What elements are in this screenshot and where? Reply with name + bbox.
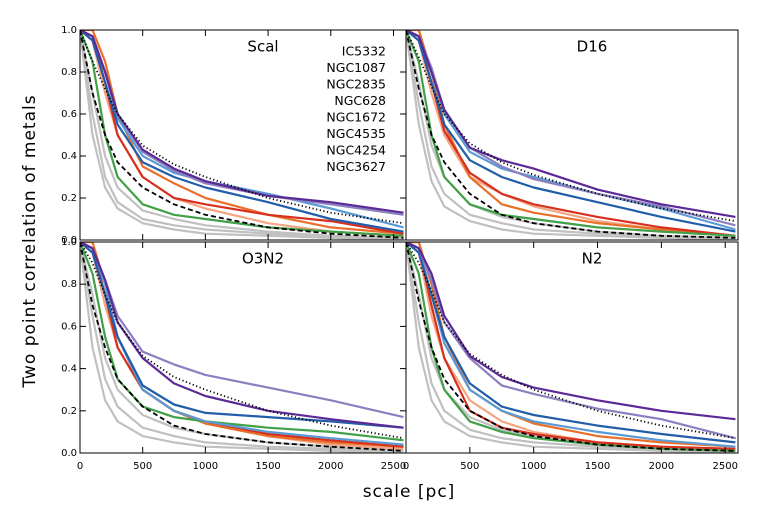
panel-title: N2 xyxy=(582,250,603,268)
reference-line xyxy=(80,242,404,452)
background-line xyxy=(80,30,404,239)
y-tick-label: 0.4 xyxy=(61,151,77,162)
plot-area xyxy=(406,30,736,240)
series-line xyxy=(406,30,736,237)
legend-entry: NGC4535 xyxy=(326,126,386,141)
background-line xyxy=(80,242,404,453)
series-line xyxy=(80,30,404,235)
legend-entry: NGC3627 xyxy=(326,159,386,174)
y-tick-label: 0.2 xyxy=(61,406,77,417)
series-line xyxy=(406,30,736,237)
plot-area xyxy=(80,30,404,240)
background-line xyxy=(80,30,404,240)
background-line xyxy=(80,242,404,452)
y-tick-label: 0.6 xyxy=(61,109,77,120)
background-line xyxy=(406,30,736,240)
legend-entry: NGC1672 xyxy=(326,110,386,125)
series-line xyxy=(80,30,404,237)
x-tick-label: 1500 xyxy=(255,461,280,472)
background-line xyxy=(406,30,736,239)
x-tick-label: 0 xyxy=(77,461,83,472)
panel-title: D16 xyxy=(577,38,608,56)
series-line xyxy=(406,242,736,448)
series-line xyxy=(406,242,736,444)
y-tick-label: 0.8 xyxy=(61,67,77,78)
x-tick-label: 0 xyxy=(403,461,409,472)
legend-entry: NGC2835 xyxy=(326,77,386,92)
series-line xyxy=(80,242,404,429)
reference-line xyxy=(406,30,736,239)
series-line xyxy=(80,242,404,450)
series-line xyxy=(406,30,736,218)
x-tick-label: 500 xyxy=(460,461,479,472)
panel-title: O3N2 xyxy=(242,250,284,268)
reference-line xyxy=(406,242,736,440)
y-tick-label: 1.0 xyxy=(61,237,77,248)
legend-entry: NGC4254 xyxy=(326,143,386,158)
series-line xyxy=(80,242,404,429)
series-line xyxy=(80,242,404,446)
reference-line xyxy=(406,30,736,222)
y-tick-label: 0.0 xyxy=(61,448,77,459)
background-line xyxy=(406,242,736,453)
series-line xyxy=(406,30,736,237)
series-line xyxy=(80,30,404,233)
plot-area xyxy=(80,242,404,453)
x-tick-label: 1500 xyxy=(585,461,610,472)
series-line xyxy=(80,242,404,442)
y-tick-label: 0.4 xyxy=(61,364,77,375)
reference-line xyxy=(80,30,404,225)
y-tick-label: 0.2 xyxy=(61,193,77,204)
y-tick-label: 0.8 xyxy=(61,279,77,290)
x-axis-label: scale [pc] xyxy=(363,482,456,502)
background-line xyxy=(80,242,404,452)
reference-line xyxy=(80,30,404,239)
y-tick-label: 0.0 xyxy=(61,235,77,246)
panel-frame xyxy=(405,241,739,454)
y-axis-label: Two point correlation of metals xyxy=(20,94,40,388)
x-tick-label: 2500 xyxy=(381,461,406,472)
legend-entry: IC5332 xyxy=(342,44,386,59)
x-tick-label: 2000 xyxy=(649,461,674,472)
series-line xyxy=(406,30,736,233)
series-line xyxy=(406,242,736,421)
series-line xyxy=(80,30,404,214)
reference-line xyxy=(406,242,736,452)
panel-title: Scal xyxy=(247,38,278,56)
series-line xyxy=(406,30,736,231)
reference-line xyxy=(80,242,404,440)
legend-entry: NGC628 xyxy=(334,93,386,108)
x-tick-label: 2500 xyxy=(713,461,738,472)
series-line xyxy=(406,242,736,440)
y-tick-label: 1.0 xyxy=(61,25,77,36)
y-tick-label: 0.6 xyxy=(61,321,77,332)
background-line xyxy=(406,242,736,452)
panel-frame xyxy=(405,29,739,241)
x-tick-label: 500 xyxy=(133,461,152,472)
series-line xyxy=(406,242,736,448)
x-tick-label: 2000 xyxy=(318,461,343,472)
x-tick-label: 1000 xyxy=(521,461,546,472)
legend-entry: NGC1087 xyxy=(326,60,386,75)
series-line xyxy=(406,30,736,237)
plot-area xyxy=(406,242,736,453)
x-tick-label: 1000 xyxy=(193,461,218,472)
background-line xyxy=(406,30,736,239)
